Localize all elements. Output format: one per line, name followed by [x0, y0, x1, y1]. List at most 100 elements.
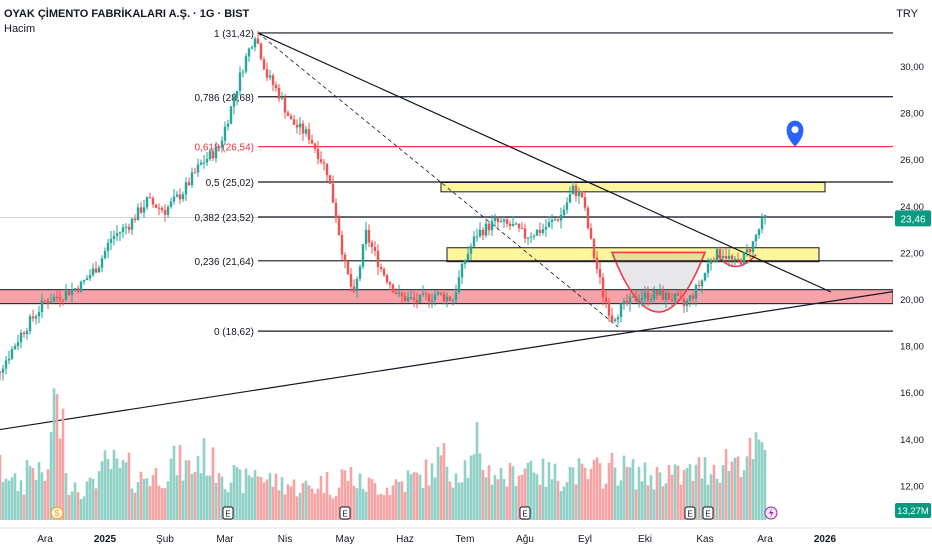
candle-body: [163, 210, 167, 215]
candle-body: [529, 236, 533, 238]
candle-body: [637, 300, 641, 302]
fib-label-2: 0,618 (26,54): [195, 143, 255, 154]
volume-bar: [49, 432, 53, 520]
volume-bar: [748, 437, 752, 520]
volume-bar: [436, 446, 440, 520]
last-price-label: 23,46: [900, 214, 925, 225]
volume-bar: [208, 475, 212, 520]
last-price-badge[interactable]: [895, 210, 931, 227]
volume-bar: [340, 469, 344, 520]
candle-body: [583, 197, 587, 208]
volume-bar: [91, 478, 95, 520]
volume-bar: [370, 479, 374, 520]
candle-body: [469, 246, 473, 254]
candle-body: [610, 315, 614, 322]
candle-body: [118, 232, 122, 234]
candle-body: [391, 284, 395, 293]
volume-value-badge[interactable]: [895, 503, 931, 518]
volume-bar: [592, 459, 596, 520]
candle-body: [601, 277, 605, 298]
volume-bar: [337, 487, 341, 520]
volume-bar: [139, 471, 143, 520]
candle-body: [232, 98, 236, 107]
candle-body: [502, 219, 506, 222]
volume-bar: [403, 492, 407, 520]
candle-body: [85, 278, 89, 281]
volume-bar: [85, 481, 89, 520]
candle-body: [358, 266, 362, 279]
candle-body: [274, 85, 278, 88]
candle-body: [319, 159, 323, 163]
candle-body: [727, 255, 731, 259]
volume-bar: [100, 461, 104, 520]
candle-body: [550, 220, 554, 222]
volume-bar: [604, 483, 608, 520]
candle-body: [715, 249, 719, 262]
candle-body: [622, 300, 626, 304]
earnings-marker-6[interactable]: [702, 506, 714, 520]
earnings-marker-3[interactable]: [339, 506, 351, 520]
volume-bar: [547, 462, 551, 520]
price-tick-label: 24,00: [900, 202, 924, 213]
volume-bar: [568, 466, 572, 520]
volume-bar: [256, 476, 260, 520]
volume-bar: [553, 463, 557, 520]
earnings-marker-4[interactable]: [519, 506, 531, 520]
volume-bar: [82, 496, 86, 520]
volume-bar: [247, 475, 251, 520]
volume-bar: [523, 468, 527, 520]
volume-bar: [181, 480, 185, 520]
volume-bar: [358, 473, 362, 520]
volume-bar: [640, 481, 644, 520]
trendline-1[interactable]: [257, 32, 619, 328]
zone-rect-0[interactable]: [440, 182, 826, 193]
split-marker-1[interactable]: [50, 506, 64, 520]
volume-bar: [145, 478, 149, 520]
volume-bar: [88, 477, 92, 520]
volume-bar: [64, 473, 68, 520]
candle-body: [25, 331, 29, 335]
volume-bar: [727, 470, 731, 520]
volume-bar: [25, 460, 29, 520]
symbol-title[interactable]: OYAK ÇİMENTO FABRİKALARI A.Ş. · 1G · BIS…: [4, 8, 250, 20]
candle-body: [466, 253, 470, 261]
volume-bar: [730, 461, 734, 520]
candle-body: [7, 358, 11, 361]
volume-bar: [622, 455, 626, 520]
candle-body: [283, 97, 287, 113]
volume-bar: [691, 480, 695, 520]
candle-body: [289, 116, 293, 120]
price-tick-label: 14,00: [900, 435, 924, 446]
location-pin-icon[interactable]: [786, 120, 804, 147]
earnings-marker-2[interactable]: [222, 506, 234, 520]
candle-body: [217, 146, 221, 148]
fib-label-1: 0,786 (28,68): [195, 93, 255, 104]
candle-body: [265, 69, 269, 78]
candle-body: [52, 296, 56, 302]
candle-body: [112, 236, 116, 239]
candle-body: [697, 284, 701, 287]
candle-body: [523, 228, 527, 239]
volume-indicator-label[interactable]: Hacim: [4, 23, 36, 35]
candle-body: [181, 194, 185, 200]
candle-body: [202, 162, 206, 164]
candle-body: [178, 194, 182, 200]
candle-body: [247, 48, 251, 57]
volume-bar: [712, 464, 716, 520]
candle-body: [670, 299, 674, 301]
price-tick-label: 20,00: [900, 295, 924, 306]
volume-bar: [433, 477, 437, 520]
candle-body: [481, 229, 485, 236]
earnings-marker-5[interactable]: [684, 506, 696, 520]
candle-body: [712, 259, 716, 262]
trendline-2[interactable]: [0, 286, 922, 441]
volume-bar: [649, 475, 653, 520]
earnings-marker-text: E: [522, 510, 527, 519]
candle-body: [313, 143, 317, 149]
candle-body: [526, 237, 530, 239]
candle-body: [301, 123, 305, 134]
fib-label-4: 0,382 (23,52): [195, 213, 255, 224]
trendline-0[interactable]: [257, 32, 832, 293]
